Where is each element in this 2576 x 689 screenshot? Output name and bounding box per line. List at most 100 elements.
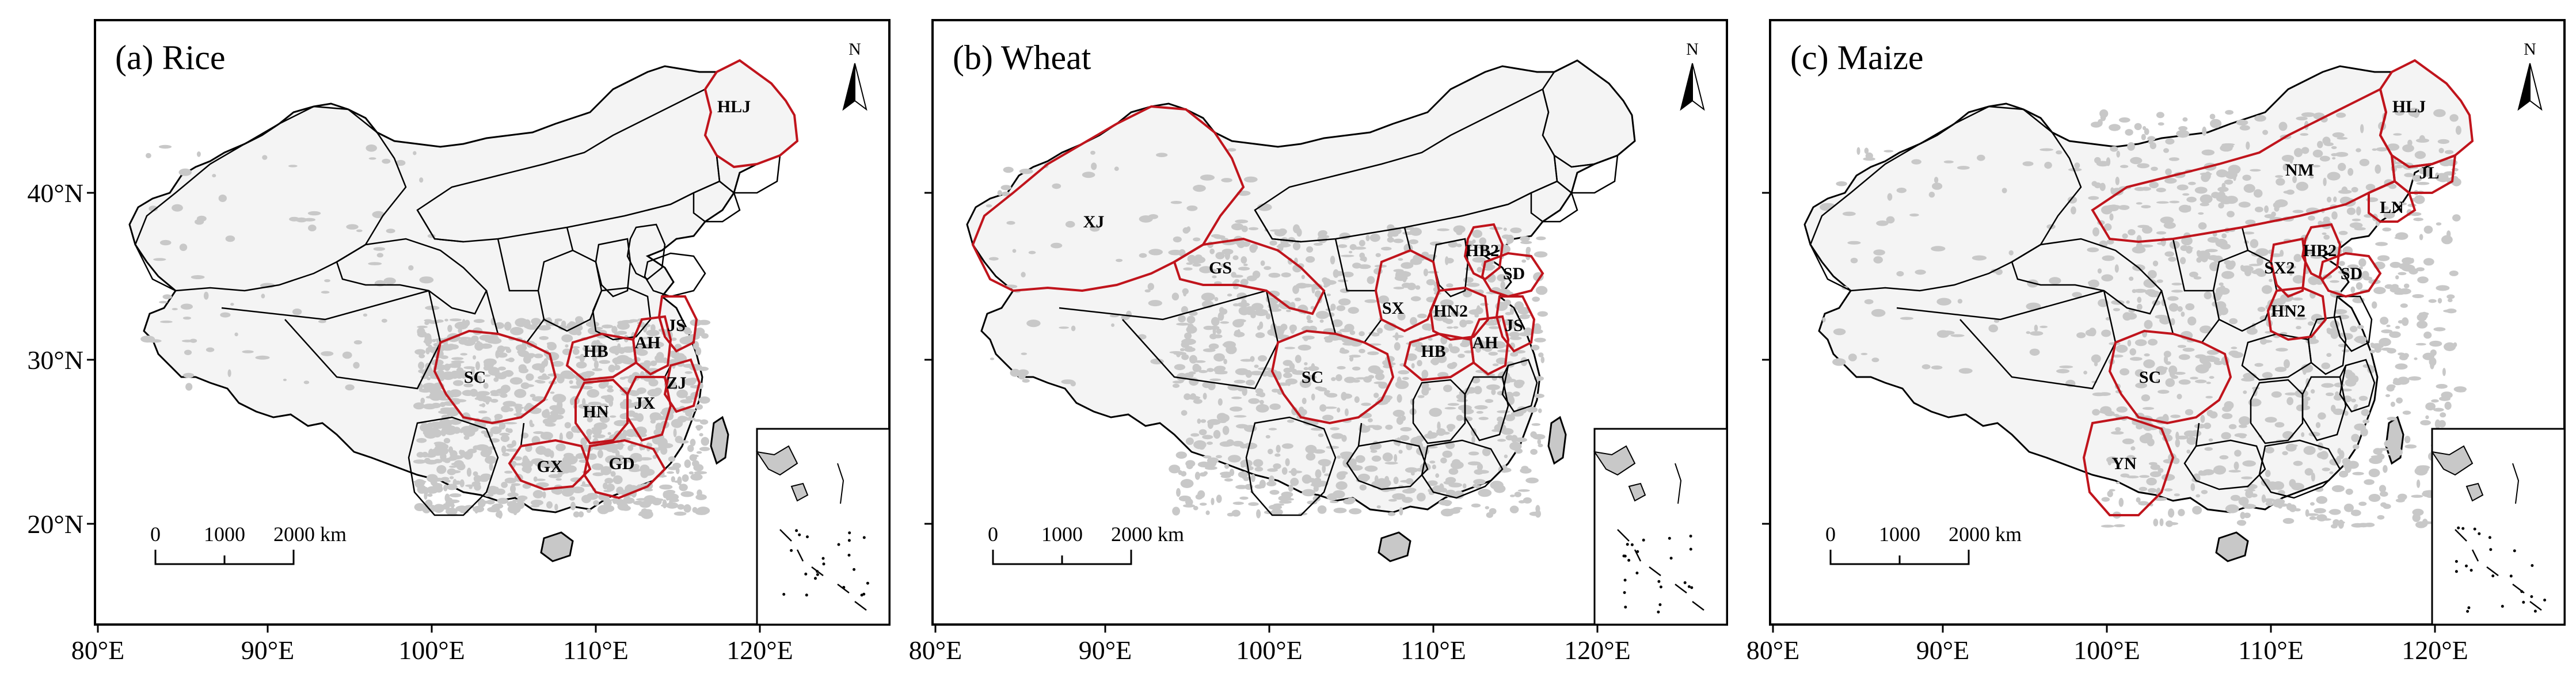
label-hn: HN xyxy=(583,402,609,421)
province-sc xyxy=(433,329,557,425)
label-nm: NM xyxy=(2285,161,2314,180)
label-ah: AH xyxy=(1472,333,1498,352)
svg-text:N: N xyxy=(1686,40,1699,59)
scale-label: 0 xyxy=(150,523,161,546)
province-xj xyxy=(971,105,1245,292)
panel-rice: HLJ SC HB AH JS ZJ HN JX GX GD (a) Rice N 0 1000 2000 … xyxy=(27,19,891,665)
label-sx: SX xyxy=(1382,299,1405,318)
scale-label: 2000 km xyxy=(1949,523,2022,546)
province-js xyxy=(1495,295,1536,353)
map-area: HLJ JL NM LN HB2 SX2 SD HN2 SC YN xyxy=(1803,59,2474,562)
label-sd: SD xyxy=(1503,264,1525,283)
label-jl: JL xyxy=(2419,163,2439,182)
highlighted-provinces xyxy=(433,59,799,500)
label-sc: SC xyxy=(464,368,486,387)
crop-area-patches xyxy=(1820,108,2467,529)
scale-label: 2000 km xyxy=(1111,523,1184,546)
province-borders xyxy=(1059,59,1636,516)
label-sd: SD xyxy=(2341,264,2362,283)
north-arrow-icon: N xyxy=(2517,40,2543,111)
label-hb: HB xyxy=(583,342,608,361)
label-xj: XJ xyxy=(1083,212,1105,231)
x-tick-label: 120°E xyxy=(726,635,793,665)
province-sx2 xyxy=(2269,237,2307,298)
province-sc xyxy=(1270,329,1395,425)
label-gx: GX xyxy=(537,457,563,476)
svg-text:N: N xyxy=(848,40,861,59)
x-tick-label: 80°E xyxy=(909,635,962,665)
south-china-sea-inset xyxy=(2430,428,2566,626)
province-hn2 xyxy=(1429,286,1490,341)
x-tick-label: 90°E xyxy=(1916,635,1970,665)
label-jx: JX xyxy=(634,394,656,413)
label-hb2: HB2 xyxy=(1466,241,1499,260)
province-js xyxy=(657,295,698,353)
panel-title: (a) Rice xyxy=(115,39,226,77)
province-sx xyxy=(1374,249,1441,333)
province-gx xyxy=(508,439,592,491)
x-tick-label: 90°E xyxy=(241,635,295,665)
panel-maize: HLJ JL NM LN HB2 SX2 SD HN2 SC YN (c) Maize N 0 1000 2… xyxy=(1746,19,2566,665)
x-tick-label: 120°E xyxy=(2402,635,2468,665)
south-china-sea-inset xyxy=(1593,428,1728,626)
y-tick-label: 40°N xyxy=(27,178,83,208)
province-ah xyxy=(631,315,672,376)
panel-title: (b) Wheat xyxy=(953,39,1091,77)
province-hlj xyxy=(703,59,799,169)
label-ah: AH xyxy=(635,333,661,352)
province-jx xyxy=(626,376,672,442)
x-tick-label: 110°E xyxy=(2238,635,2304,665)
label-gs: GS xyxy=(1209,258,1232,277)
province-ln xyxy=(2368,180,2417,223)
province-labels: HLJ SC HB AH JS ZJ HN JX GX GD xyxy=(464,97,751,476)
taiwan-island xyxy=(1547,416,1567,465)
label-hn2: HN2 xyxy=(1433,302,1468,321)
province-labels: HLJ JL NM LN HB2 SX2 SD HN2 SC YN xyxy=(2111,97,2439,473)
hainan-island xyxy=(1378,531,1411,562)
svg-text:N: N xyxy=(2524,40,2536,59)
x-tick-label: 90°E xyxy=(1079,635,1132,665)
x-tick-label: 110°E xyxy=(563,635,629,665)
province-hn xyxy=(574,378,629,445)
label-ln: LN xyxy=(2380,198,2404,217)
label-hlj: HLJ xyxy=(717,97,751,116)
label-sc: SC xyxy=(2139,368,2161,387)
province-gd xyxy=(583,439,667,500)
province-nm xyxy=(2091,87,2396,243)
label-gd: GD xyxy=(609,454,635,473)
scale-label: 0 xyxy=(988,523,998,546)
scale-label: 1000 xyxy=(204,523,245,546)
y-tick-label: 30°N xyxy=(27,345,83,375)
scale-label: 0 xyxy=(1825,523,1836,546)
hainan-island xyxy=(2215,531,2249,562)
province-hb xyxy=(565,332,638,382)
province-gs xyxy=(1173,237,1326,315)
x-tick-label: 100°E xyxy=(398,635,465,665)
scale-bar: 0 1000 2000 km xyxy=(988,523,1184,565)
x-tick-label: 110°E xyxy=(1401,635,1466,665)
scale-label: 1000 xyxy=(1041,523,1083,546)
scale-label: 1000 xyxy=(1879,523,1920,546)
map-area: HLJ SC HB AH JS ZJ HN JX GX GD xyxy=(128,59,799,562)
label-js: JS xyxy=(1505,316,1523,335)
label-sc: SC xyxy=(1302,368,1323,387)
label-hn2: HN2 xyxy=(2271,302,2305,321)
highlighted-provinces xyxy=(2082,59,2474,516)
label-hb: HB xyxy=(1421,342,1445,361)
panel-title: (c) Maize xyxy=(1790,39,1924,77)
highlighted-provinces xyxy=(971,105,1544,425)
province-zj xyxy=(663,358,701,413)
province-sc xyxy=(2108,329,2232,425)
x-tick-label: 80°E xyxy=(71,635,125,665)
label-yn: YN xyxy=(2111,454,2137,473)
scale-bar: 0 1000 2000 km xyxy=(150,523,347,565)
x-tick-label: 120°E xyxy=(1564,635,1631,665)
scale-bar: 0 1000 2000 km xyxy=(1825,523,2022,565)
label-hb2: HB2 xyxy=(2303,241,2337,260)
province-hb xyxy=(1403,332,1475,382)
taiwan-island xyxy=(710,416,729,465)
label-zj: ZJ xyxy=(666,374,686,393)
